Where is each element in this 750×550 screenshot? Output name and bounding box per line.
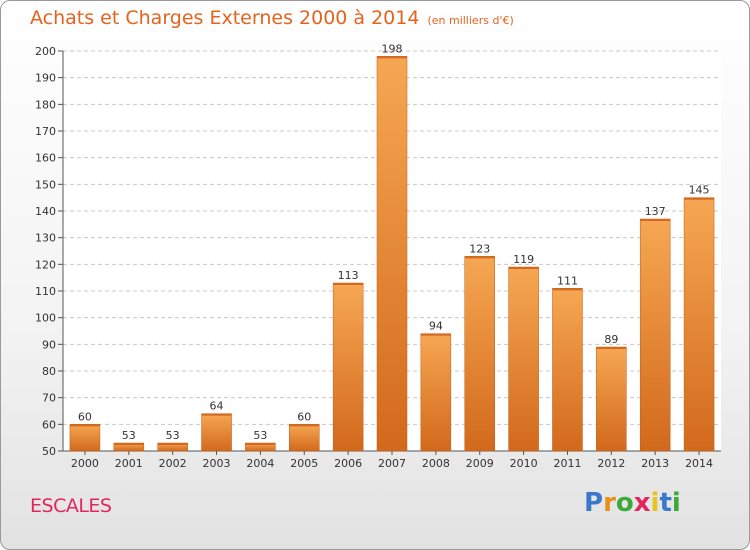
bar-top-edge: [508, 267, 539, 269]
bar: [683, 197, 715, 452]
logo-letter: x: [633, 488, 651, 518]
bar-top-edge: [596, 347, 627, 349]
bar: [508, 266, 539, 452]
bar: [639, 218, 671, 452]
bar-top-edge: [157, 443, 188, 445]
y-tick-label: 140: [35, 205, 56, 218]
y-tick-label: 100: [35, 312, 56, 325]
logo-letter: t: [659, 488, 672, 518]
bar-value-label: 113: [338, 269, 359, 282]
bar-value-label: 60: [297, 410, 311, 423]
bar-top-edge: [201, 413, 232, 416]
bar-top-edge: [420, 333, 451, 336]
bar-value-label: 53: [166, 429, 180, 442]
bar-top-edge: [640, 219, 671, 221]
bar-value-label: 60: [78, 410, 92, 423]
x-tick-label: 2012: [597, 457, 625, 470]
y-tick-label: 170: [35, 125, 56, 138]
x-tick-label: 2011: [553, 457, 581, 470]
logo-letter: r: [603, 488, 616, 518]
y-tick-label: 200: [35, 45, 56, 58]
proxiti-logo: Proxiti: [584, 488, 681, 518]
bar: [201, 413, 232, 452]
bar-top-edge: [245, 443, 276, 445]
town-name: ESCALES: [30, 495, 112, 517]
y-tick-label: 90: [42, 338, 56, 351]
bar-value-label: 111: [557, 274, 578, 287]
chart-title-text: Achats et Charges Externes 2000 à 2014: [30, 7, 420, 29]
bar-value-label: 123: [469, 242, 490, 255]
bar: [376, 56, 408, 452]
y-tick-label: 80: [42, 365, 56, 378]
x-tick-label: 2007: [378, 457, 406, 470]
bar-value-label: 53: [253, 429, 267, 442]
bar-top-edge: [69, 424, 100, 427]
bar-top-edge: [684, 197, 715, 200]
bar: [552, 288, 583, 452]
logo-letter: o: [615, 488, 634, 518]
y-tick-label: 150: [35, 178, 56, 191]
bar: [464, 256, 495, 452]
x-tick-label: 2002: [159, 457, 187, 470]
bar-value-label: 145: [689, 184, 710, 197]
y-tick-label: 110: [35, 285, 56, 298]
chart-title: Achats et Charges Externes 2000 à 2014 (e…: [30, 7, 514, 29]
logo-letter: P: [584, 488, 604, 518]
x-tick-label: 2008: [422, 457, 450, 470]
x-tick-label: 2001: [115, 457, 143, 470]
bar-value-label: 137: [645, 205, 666, 218]
y-tick-label: 160: [35, 152, 56, 165]
y-tick-label: 120: [35, 258, 56, 271]
bar: [596, 346, 627, 452]
x-tick-label: 2009: [466, 457, 494, 470]
bar-value-label: 53: [122, 429, 136, 442]
x-tick-label: 2010: [510, 457, 538, 470]
bar-value-label: 198: [382, 42, 403, 55]
x-tick-label: 2014: [685, 457, 713, 470]
x-tick-label: 2000: [71, 457, 99, 470]
y-tick-label: 190: [35, 72, 56, 85]
x-tick-label: 2013: [641, 457, 669, 470]
y-tick-label: 50: [42, 445, 56, 458]
x-tick-label: 2006: [334, 457, 362, 470]
bar-top-edge: [552, 288, 583, 291]
bar: [69, 424, 101, 452]
x-tick-label: 2005: [290, 457, 318, 470]
bar-top-edge: [377, 56, 407, 59]
bar-top-edge: [113, 443, 144, 445]
y-tick-label: 130: [35, 232, 56, 245]
y-tick-label: 70: [42, 392, 56, 405]
bar-top-edge: [464, 256, 495, 259]
bar-top-edge: [333, 283, 364, 285]
bar-top-edge: [289, 424, 320, 427]
bar-value-label: 64: [210, 400, 224, 413]
logo-letter: i: [671, 488, 681, 518]
bar: [420, 333, 452, 452]
logo-letter: i: [650, 488, 660, 518]
bar: [289, 424, 320, 452]
x-tick-label: 2004: [246, 457, 274, 470]
bar: [332, 282, 364, 452]
bar-value-label: 94: [429, 320, 443, 333]
bar-value-label: 119: [513, 253, 534, 266]
bar-value-label: 89: [604, 333, 618, 346]
chart-subtitle: (en milliers d'€): [427, 14, 514, 27]
y-tick-label: 180: [35, 98, 56, 111]
x-tick-label: 2003: [203, 457, 231, 470]
y-tick-label: 60: [42, 418, 56, 431]
